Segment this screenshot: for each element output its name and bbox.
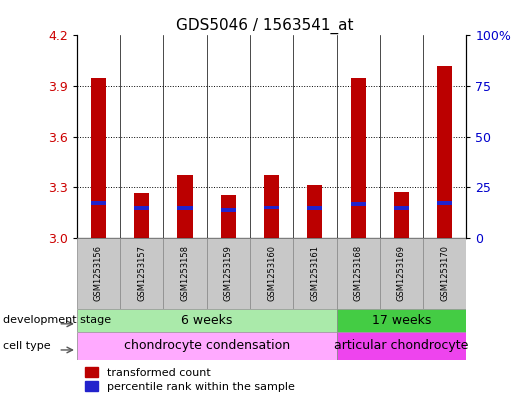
Bar (337, 309, 466, 332)
Text: GSM1253156: GSM1253156 (94, 245, 103, 301)
Legend: transformed count, percentile rank within the sample: transformed count, percentile rank withi… (82, 365, 297, 393)
Bar (91, 77, 106, 238)
Bar (120, 238, 163, 309)
Text: GDS5046 / 1563541_at: GDS5046 / 1563541_at (176, 18, 354, 34)
Bar (437, 66, 452, 238)
Bar (91, 201, 106, 205)
Text: articular chondrocyte: articular chondrocyte (334, 339, 469, 353)
Bar (264, 174, 279, 238)
Text: GSM1253158: GSM1253158 (181, 245, 190, 301)
Text: 6 weeks: 6 weeks (181, 314, 232, 327)
Bar (134, 193, 149, 238)
Bar (307, 206, 322, 210)
Bar (178, 206, 192, 210)
Bar (264, 206, 279, 209)
Bar (163, 238, 207, 309)
Bar (337, 238, 380, 309)
Text: GSM1253157: GSM1253157 (137, 245, 146, 301)
Bar (293, 238, 337, 309)
Bar (423, 238, 466, 309)
Text: GSM1253168: GSM1253168 (354, 245, 363, 301)
Bar (77, 309, 337, 332)
Text: cell type: cell type (3, 341, 50, 351)
Text: GSM1253169: GSM1253169 (397, 245, 406, 301)
Bar (351, 77, 366, 238)
Bar (380, 238, 423, 309)
Text: GSM1253160: GSM1253160 (267, 245, 276, 301)
Bar (394, 192, 409, 238)
Bar (207, 238, 250, 309)
Bar (221, 208, 236, 212)
Text: chondrocyte condensation: chondrocyte condensation (123, 339, 290, 353)
Bar (437, 201, 452, 205)
Text: GSM1253161: GSM1253161 (311, 245, 320, 301)
Text: 17 weeks: 17 weeks (372, 314, 431, 327)
Bar (351, 202, 366, 206)
Bar (221, 195, 236, 238)
Bar (77, 332, 337, 360)
Bar (337, 332, 466, 360)
Bar (134, 206, 149, 210)
Bar (307, 185, 322, 238)
Bar (178, 174, 192, 238)
Text: GSM1253170: GSM1253170 (440, 245, 449, 301)
Bar (77, 238, 120, 309)
Bar (250, 238, 293, 309)
Bar (394, 206, 409, 210)
Text: development stage: development stage (3, 315, 111, 325)
Text: GSM1253159: GSM1253159 (224, 245, 233, 301)
